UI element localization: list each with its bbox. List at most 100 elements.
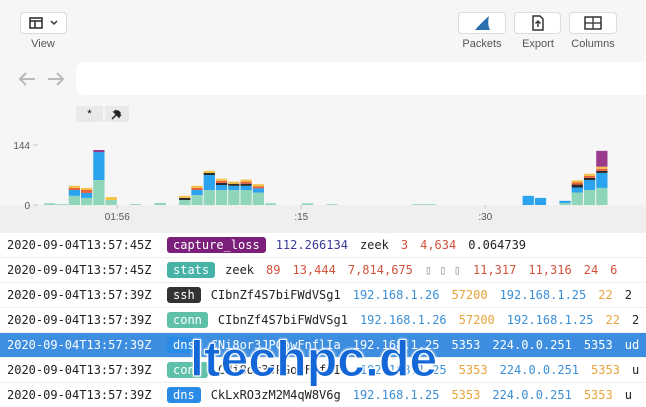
timestamp: 2020-09-04T13:57:45Z [7,263,152,277]
bar-segment [68,187,80,190]
bar-segment [228,181,240,184]
bar-segment [252,186,264,189]
bar-segment [191,187,203,190]
log-row[interactable]: 2020-09-04T13:57:39Z conn CNi8or3JPGowFnfl… [0,357,646,382]
bar-segment [596,170,608,173]
bar-segment [583,173,596,176]
bar-segment [191,195,203,205]
bar-segment [534,197,547,205]
field: CNi8or3JPGowFnflIa [217,363,348,377]
timestamp: 2020-09-04T13:57:45Z [7,238,152,252]
field: 5353 [591,363,620,377]
log-row[interactable]: 2020-09-04T13:57:39Z conn CIbnZf4S7biFWdVS… [0,307,646,332]
field: 224.0.0.251 [492,388,572,402]
field: 192.168.1.26 [352,288,440,302]
packets-icon [475,16,490,30]
timestamp: 2020-09-04T13:57:39Z [7,388,152,402]
bar-segment [68,190,80,196]
field: 224.0.0.251 [499,363,580,377]
field: 192.168.1.25 [499,288,587,302]
field: u [631,363,640,377]
path-tag: conn [167,362,208,378]
log-row[interactable]: 2020-09-04T13:57:39Z ssh CIbnZf4S7biFWdVSg… [0,282,646,307]
field: 2 [624,288,632,302]
bar-segment [228,183,240,186]
field: 2 [631,313,640,327]
field: CIbnZf4S7biFWdVSg1 [210,288,341,302]
search-input[interactable] [76,62,646,95]
field: 192.168.1.25 [359,363,447,377]
bar-segment [191,190,203,195]
bar-segment [179,197,191,200]
field: 112.266134 [275,238,348,252]
field: 11,317 [473,263,517,277]
field: 6 [610,263,618,277]
field: 57200 [458,313,495,327]
field: zeek [359,238,389,252]
field: 22 [605,313,620,327]
bar-segment [583,180,596,190]
bar-segment [596,172,608,188]
log-row[interactable]: 2020-09-04T13:57:39Z dns CkLxRO3zM2M4qW8V6… [0,382,646,407]
bar-segment [559,200,571,203]
timestamp: 2020-09-04T13:57:39Z [7,338,152,352]
pin-button[interactable] [105,106,129,122]
bar-segment [228,190,240,205]
x-tick-label: :30 [478,212,492,223]
x-axis-band [0,205,646,232]
log-row[interactable]: 2020-09-04T13:57:39Z dns CNi8or3JPGowFnflI… [0,332,646,357]
export-icon [532,15,544,31]
bar-segment [80,197,93,205]
field: 5353 [458,363,488,377]
field: 11,316 [528,263,572,277]
pin[interactable]: * [76,106,103,122]
bar-segment [215,180,228,183]
packets-label: Packets [462,38,502,50]
path-tag: capture_loss [167,237,266,253]
columns-icon [584,16,602,30]
view-button[interactable] [20,12,67,34]
bar-segment [215,182,228,185]
bar-segment [154,202,166,205]
bar-segment [191,185,203,188]
bar-segment [215,190,228,205]
field: 13,444 [292,263,336,277]
timestamp: 2020-09-04T13:57:39Z [7,363,152,377]
columns-button[interactable] [569,12,617,34]
bar-segment [93,180,105,205]
log-row[interactable]: 2020-09-04T13:57:45Z stats zeek 89 13,444 7,8… [0,257,646,282]
y-tick-label: 0 [24,201,30,212]
field: zeek [225,263,255,277]
field: CIbnZf4S7biFWdVSg1 [217,313,348,327]
bar-segment [596,168,608,171]
bar-segment [68,195,80,205]
toolbar: View Packets Export Columns * 0 144 01:56:… [0,12,646,232]
bar-segment [583,177,596,180]
log-row[interactable]: 2020-09-04T13:57:45Z capture_loss 112.2661… [0,232,646,257]
bar-segment [326,204,338,205]
bar-segment [80,190,93,193]
export-label: Export [522,38,554,50]
field: 5353 [583,338,613,352]
field: 89 [266,263,281,277]
field: 22 [598,288,613,302]
bar-segment [301,203,314,205]
x-tick-label: :15 [294,212,308,223]
field: 192.168.1.25 [352,338,440,352]
nav-arrows [18,72,65,86]
bar-segment [583,190,596,205]
field: 0.064739 [468,238,527,252]
packets-button[interactable] [458,12,506,34]
y-tick-label: 144 [13,141,30,152]
bar-segment [596,150,608,167]
bar-segment [179,195,191,198]
bar-segment [68,185,80,188]
export-button[interactable] [514,12,561,34]
field: ud [624,338,640,352]
view-icon [29,17,58,29]
bar-segment [596,187,608,205]
field: 192.168.1.25 [352,388,440,402]
field: u [624,388,632,402]
log-table: 2020-09-04T13:57:45Z capture_loss 112.2661… [0,232,646,407]
bar-segment [559,202,571,205]
